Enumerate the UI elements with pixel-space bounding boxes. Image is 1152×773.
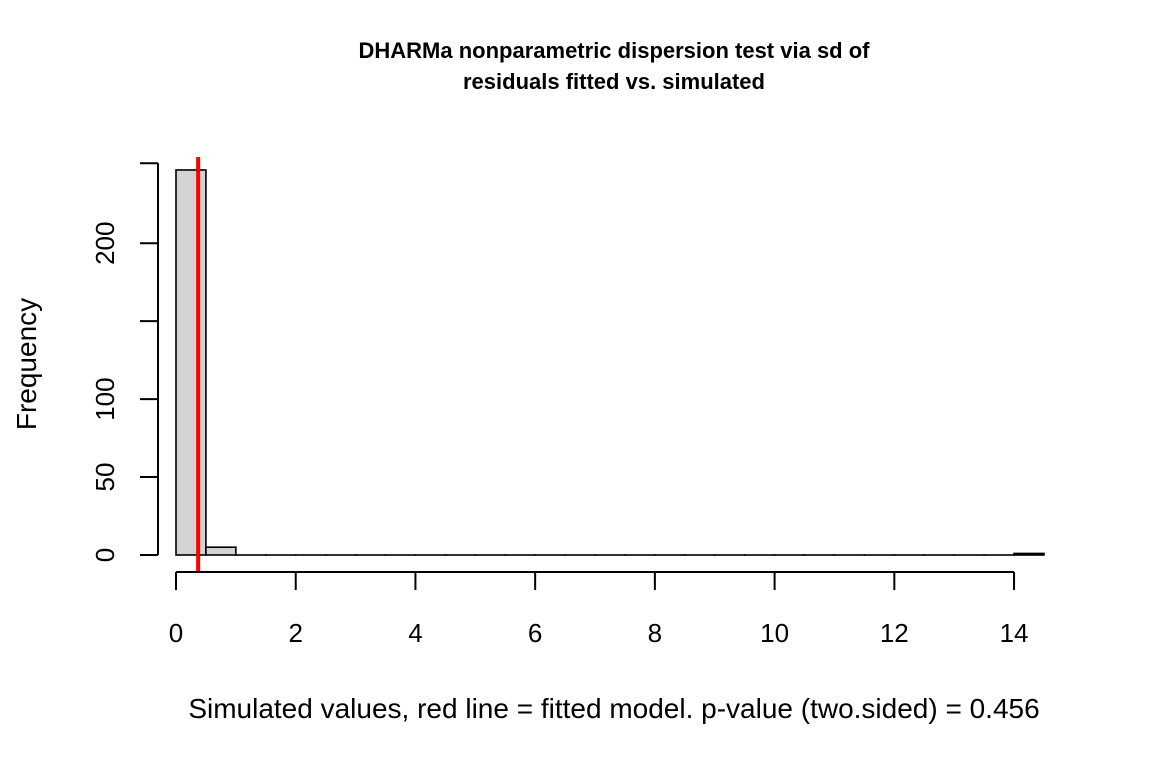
histogram-bar [1014,553,1044,555]
y-tick-label: 50 [90,463,120,492]
x-axis-label: Simulated values, red line = fitted mode… [188,693,1039,724]
y-tick-label: 100 [90,377,120,420]
y-tick-label: 200 [90,222,120,265]
y-tick-label: 0 [90,548,120,562]
chart-title-line-1: DHARMa nonparametric dispersion test via… [359,38,871,63]
x-tick-label: 8 [648,618,662,648]
histogram-bar [176,170,206,555]
plot-area: 0 2 4 6 8 10 12 14 0 50 100 200 [90,157,1044,648]
chart-title-line-2: residuals fitted vs. simulated [463,69,765,94]
x-tick-label: 10 [760,618,789,648]
x-tick-label: 6 [528,618,542,648]
x-tick-label: 2 [288,618,302,648]
y-axis-label: Frequency [11,298,42,430]
x-tick-label: 0 [169,618,183,648]
x-tick-label: 4 [408,618,422,648]
x-tick-label: 12 [880,618,909,648]
histogram-bar [206,547,236,555]
x-tick-label: 14 [1000,618,1029,648]
